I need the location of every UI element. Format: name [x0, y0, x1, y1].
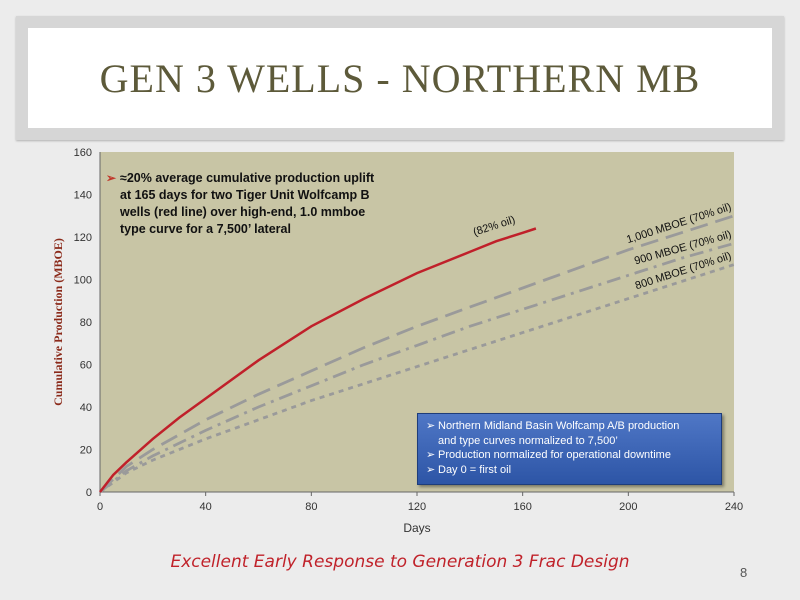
y-tick-label: 80 — [80, 317, 92, 329]
y-tick-label: 100 — [74, 275, 92, 287]
y-tick-label: 0 — [86, 487, 92, 499]
annotation-line: type curve for a 7,500’ lateral — [120, 221, 430, 238]
y-tick-label: 120 — [74, 232, 92, 244]
y-tick-label: 160 — [74, 147, 92, 159]
title-box: Gen 3 Wells - Northern MB — [28, 28, 772, 128]
y-tick-label: 20 — [80, 445, 92, 457]
arrow-bullet-icon: ➢ — [106, 170, 116, 187]
y-axis-label: Cumulative Production (MBOE) — [51, 238, 65, 406]
notes-item: and type curves normalized to 7,500’ — [426, 434, 713, 449]
footer-caption: Excellent Early Response to Generation 3… — [0, 552, 800, 572]
annotation-line: at 165 days for two Tiger Unit Wolfcamp … — [120, 187, 430, 204]
arrow-bullet-icon: ➢ — [426, 448, 435, 463]
notes-item: ➢ Northern Midland Basin Wolfcamp A/B pr… — [426, 419, 713, 434]
annotation-text: ➢ ≈20% average cumulative production upl… — [120, 170, 430, 238]
y-tick-label: 40 — [80, 402, 92, 414]
x-axis-label: Days — [403, 521, 430, 535]
y-tick-label: 60 — [80, 360, 92, 372]
annotation-line: wells (red line) over high-end, 1.0 mmbo… — [120, 204, 430, 221]
x-tick-label: 80 — [305, 501, 317, 513]
x-tick-label: 0 — [97, 501, 103, 513]
annotation-line: ≈20% average cumulative production uplif… — [120, 170, 430, 187]
notes-box: ➢ Northern Midland Basin Wolfcamp A/B pr… — [417, 413, 722, 485]
arrow-bullet-icon: ➢ — [426, 419, 435, 434]
notes-item: ➢ Production normalized for operational … — [426, 448, 713, 463]
x-tick-label: 200 — [619, 501, 637, 513]
page-number: 8 — [740, 565, 747, 580]
arrow-bullet-icon: ➢ — [426, 463, 435, 478]
notes-item: ➢ Day 0 = first oil — [426, 463, 713, 478]
y-tick-label: 140 — [74, 190, 92, 202]
slide-title: Gen 3 Wells - Northern MB — [100, 55, 701, 102]
x-tick-label: 120 — [408, 501, 426, 513]
chart: 0 20 40 60 80 100 120 140 160 0 40 80 120 160 200 240 Da… — [40, 140, 760, 540]
x-tick-label: 160 — [513, 501, 531, 513]
x-tick-label: 40 — [200, 501, 212, 513]
x-tick-label: 240 — [725, 501, 743, 513]
